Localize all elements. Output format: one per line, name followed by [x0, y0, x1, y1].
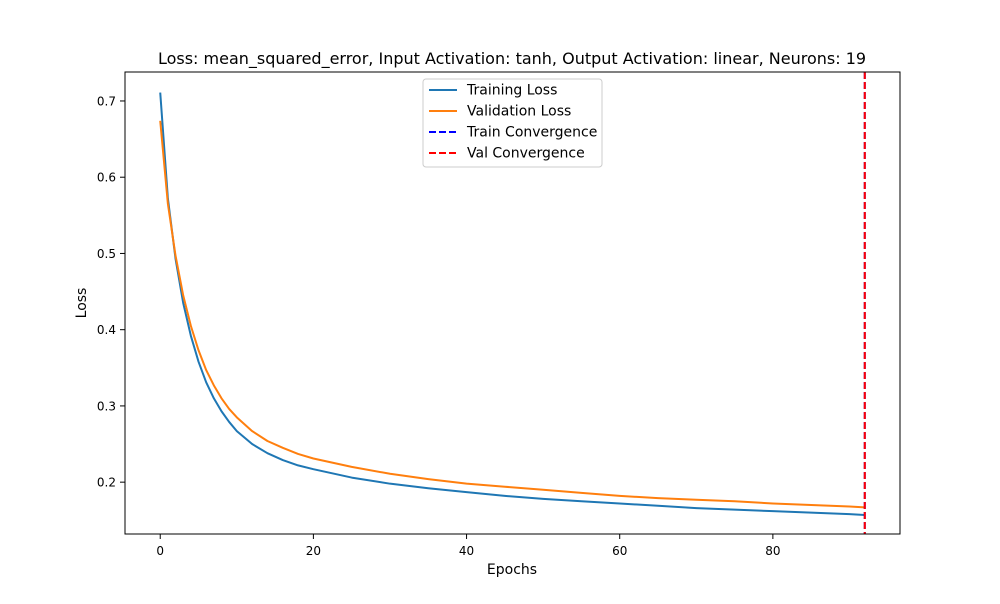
plot-lines — [159, 72, 866, 534]
axes-frame — [124, 71, 901, 535]
y-tick-label: 0.4 — [97, 323, 116, 337]
x-tick-label: 20 — [306, 544, 321, 558]
x-axis-ticks: 0 20 40 60 80 — [156, 534, 781, 558]
y-tick-label: 0.3 — [97, 399, 116, 413]
chart-title: Loss: mean_squared_error, Input Activati… — [158, 49, 866, 69]
y-tick-label: 0.2 — [97, 476, 116, 490]
x-tick-label: 0 — [156, 544, 164, 558]
y-tick-label: 0.5 — [97, 247, 116, 261]
legend-box — [422, 78, 603, 168]
y-axis-ticks: 0.2 0.3 0.4 0.5 0.6 0.7 — [97, 94, 125, 490]
x-tick-label: 80 — [765, 544, 780, 558]
legend-label: Train Convergence — [466, 125, 597, 141]
y-axis-label: Loss — [74, 288, 90, 319]
legend-items: Training Loss Validation Loss Train Conver… — [429, 83, 597, 162]
y-tick-label: 0.6 — [97, 171, 116, 185]
training-loss-line — [159, 92, 865, 516]
x-tick-label: 40 — [459, 544, 474, 558]
legend-label: Training Loss — [466, 83, 557, 99]
validation-loss-line — [159, 120, 865, 509]
legend-label: Validation Loss — [467, 104, 571, 120]
x-tick-label: 60 — [612, 544, 627, 558]
y-tick-label: 0.7 — [97, 94, 116, 108]
legend: Training Loss Validation Loss Train Conver… — [422, 78, 603, 168]
x-axis-label: Epochs — [487, 562, 537, 578]
legend-label: Val Convergence — [467, 146, 585, 162]
